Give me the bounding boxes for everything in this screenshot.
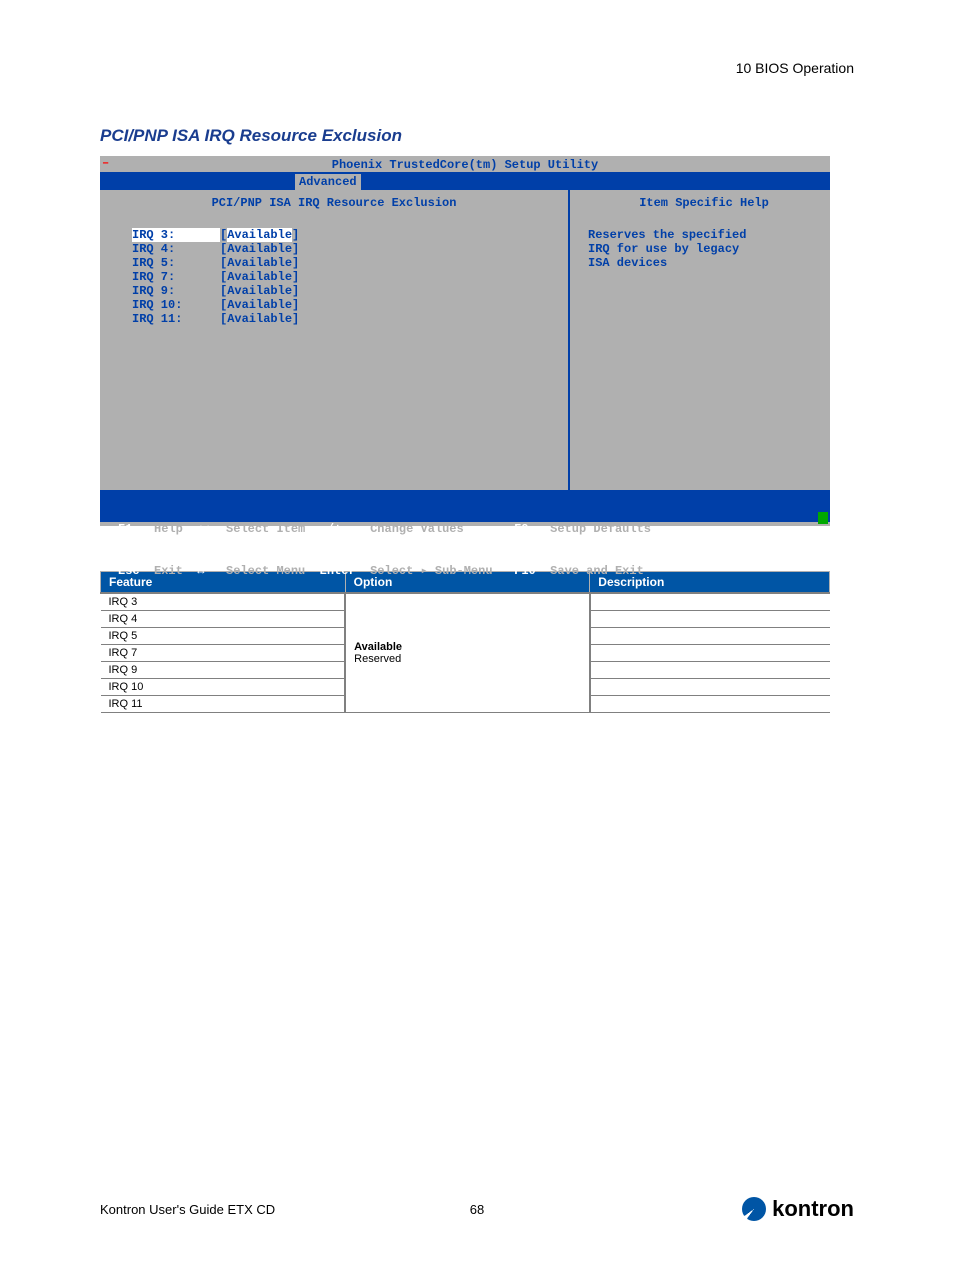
bios-row-value: [Available] — [220, 284, 299, 298]
feature-cell: IRQ 10 — [101, 679, 346, 696]
key-plusminus: -/+ — [320, 522, 342, 536]
bios-row-label: IRQ 10: — [132, 298, 220, 312]
bios-row-value: [Available] — [220, 228, 299, 242]
desc-cell — [590, 628, 830, 645]
feature-cell: IRQ 9 — [101, 662, 346, 679]
bios-right-pane: Item Specific Help Reserves the specifie… — [570, 190, 830, 490]
desc-cell — [590, 645, 830, 662]
bios-screenshot: – Phoenix TrustedCore(tm) Setup Utility … — [100, 156, 830, 526]
cursor-block — [818, 512, 828, 524]
key-esc: Esc — [118, 564, 140, 578]
bios-row-label: IRQ 9: — [132, 284, 220, 298]
desc-cell — [590, 696, 830, 713]
corner-marker: – — [102, 156, 109, 170]
bios-row-irq9[interactable]: IRQ 9: [Available] — [100, 284, 568, 298]
bios-row-value: [Available] — [220, 270, 299, 284]
bios-row-label: IRQ 5: — [132, 256, 220, 270]
desc-cell — [590, 662, 830, 679]
feature-cell: IRQ 11 — [101, 696, 346, 713]
bios-help-text: Reserves the specified IRQ for use by le… — [588, 228, 820, 270]
bios-row-label: IRQ 3: — [132, 228, 220, 242]
key-arrows-v: ↑↓ — [197, 522, 211, 536]
feature-cell: IRQ 4 — [101, 611, 346, 628]
bios-row-value: [Available] — [220, 256, 299, 270]
feature-cell: IRQ 5 — [101, 628, 346, 645]
option-cell: Available Reserved — [345, 593, 590, 713]
key-f9: F9 — [514, 522, 528, 536]
page-number: 68 — [470, 1202, 484, 1217]
bios-tab-advanced[interactable]: Advanced — [295, 174, 361, 190]
bios-footer: F1 Help ↑↓ Select Item -/+ Change Values… — [100, 490, 830, 522]
bios-row-value: [Available] — [220, 312, 299, 326]
bios-row-irq10[interactable]: IRQ 10: [Available] — [100, 298, 568, 312]
bios-row-irq7[interactable]: IRQ 7: [Available] — [100, 270, 568, 284]
bios-left-pane: PCI/PNP ISA IRQ Resource Exclusion IRQ 3… — [100, 190, 570, 490]
kontron-logo: kontron — [742, 1196, 854, 1222]
desc-cell — [590, 679, 830, 696]
page-footer: Kontron User's Guide ETX CD 68 kontron — [100, 1196, 854, 1222]
bios-title: Phoenix TrustedCore(tm) Setup Utility — [100, 156, 830, 174]
bios-row-label: IRQ 11: — [132, 312, 220, 326]
kontron-swirl-icon — [742, 1197, 766, 1221]
feature-cell: IRQ 7 — [101, 645, 346, 662]
bios-row-irq3[interactable]: IRQ 3: [Available] — [100, 228, 568, 242]
bios-row-value: [Available] — [220, 298, 299, 312]
desc-cell — [590, 611, 830, 628]
key-arrows-h: ↔ — [197, 564, 204, 578]
footer-guide: Kontron User's Guide ETX CD — [100, 1202, 275, 1217]
kontron-brand-text: kontron — [772, 1196, 854, 1222]
key-f1: F1 — [118, 522, 132, 536]
bios-row-value: [Available] — [220, 242, 299, 256]
bios-row-label: IRQ 7: — [132, 270, 220, 284]
bios-help-title: Item Specific Help — [588, 196, 820, 210]
bios-row-label: IRQ 4: — [132, 242, 220, 256]
key-enter: Enter — [320, 564, 356, 578]
bios-tab-bar: Advanced — [100, 174, 830, 190]
bios-row-irq11[interactable]: IRQ 11: [Available] — [100, 312, 568, 326]
bios-row-irq5[interactable]: IRQ 5: [Available] — [100, 256, 568, 270]
section-title: PCI/PNP ISA IRQ Resource Exclusion — [100, 126, 854, 146]
chapter-heading: 10 BIOS Operation — [100, 60, 854, 76]
bios-row-irq4[interactable]: IRQ 4: [Available] — [100, 242, 568, 256]
bios-left-title: PCI/PNP ISA IRQ Resource Exclusion — [100, 196, 568, 210]
key-f10: F10 — [514, 564, 536, 578]
